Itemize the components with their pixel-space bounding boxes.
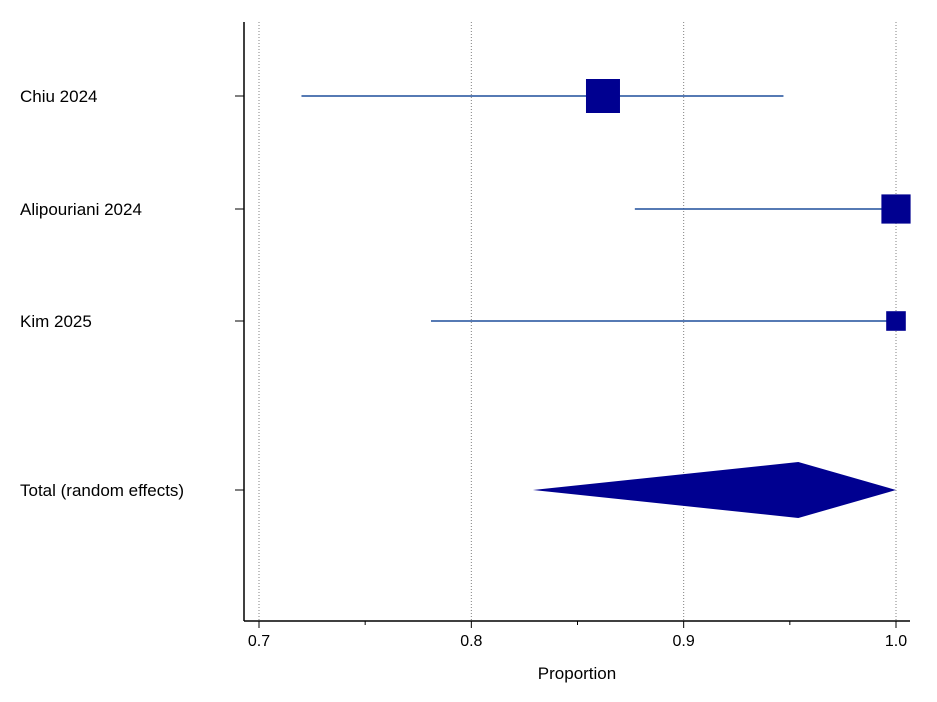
study-label-2: Kim 2025 (20, 312, 92, 331)
summary-diamond (532, 462, 896, 518)
study-labels: Chiu 2024 Alipouriani 2024 Kim 2025 Total (… (20, 87, 184, 500)
effect-marker-1 (881, 194, 911, 224)
x-tick-label-0: 0.7 (248, 633, 270, 650)
effect-marker-2 (886, 311, 906, 331)
x-tick-label-2: 0.9 (673, 633, 695, 650)
x-tick-label-3: 1.0 (885, 633, 907, 650)
x-axis-title: Proportion (538, 664, 616, 683)
study-label-0: Chiu 2024 (20, 87, 98, 106)
grid-lines (258, 22, 897, 621)
axes: 0.7 0.8 0.9 1.0 (235, 22, 910, 650)
effect-marker-0 (585, 79, 620, 113)
data-marks (301, 79, 911, 518)
x-tick-label-1: 0.8 (460, 633, 482, 650)
summary-label: Total (random effects) (20, 481, 184, 500)
study-label-1: Alipouriani 2024 (20, 200, 142, 219)
